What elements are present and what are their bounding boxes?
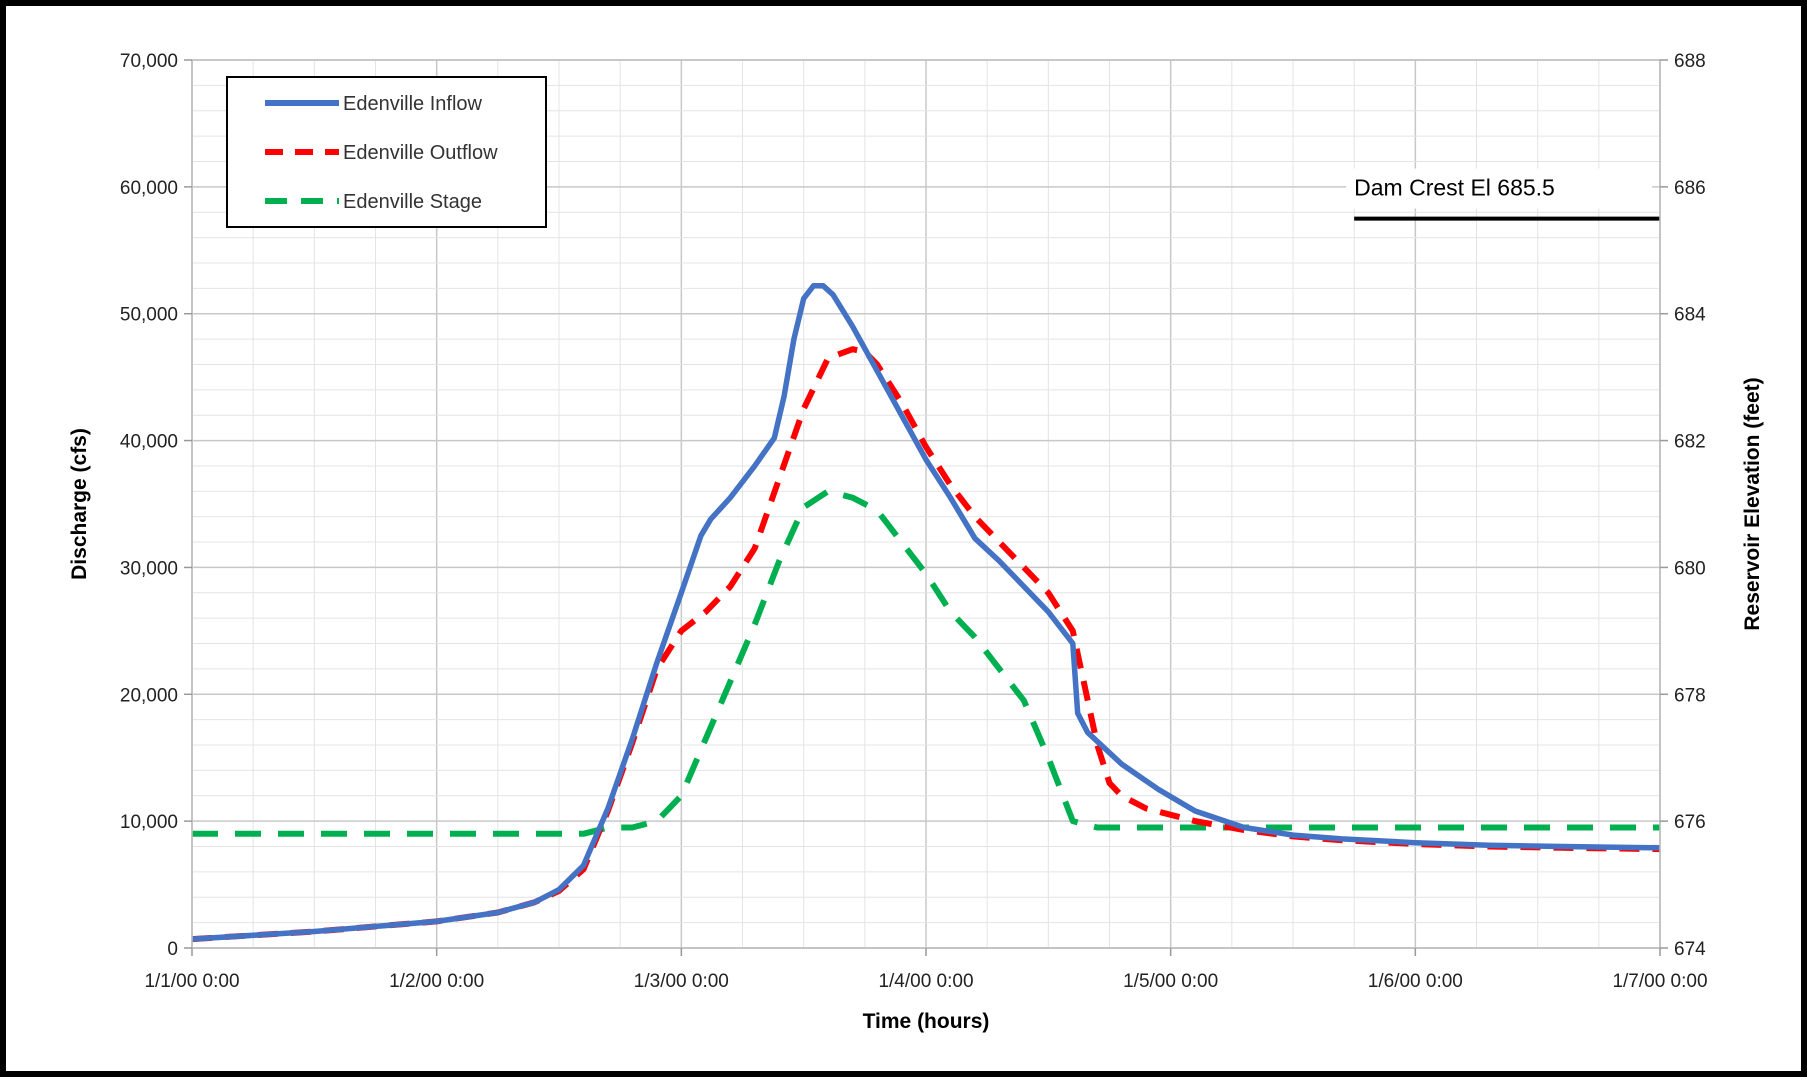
y2-tick-label: 682: [1674, 432, 1706, 453]
y-tick-label: 20,000: [120, 685, 178, 706]
y-tick-label: 0: [167, 939, 178, 960]
y2-tick-label: 684: [1674, 305, 1706, 326]
y-axis-right-title: Reservoir Elevation (feet): [1741, 377, 1764, 630]
x-tick-label: 1/6/00 0:00: [1368, 971, 1463, 992]
y-tick-label: 60,000: [120, 178, 178, 199]
y-tick-label: 10,000: [120, 812, 178, 833]
x-tick-label: 1/2/00 0:00: [389, 971, 484, 992]
x-axis-title: Time (hours): [863, 1010, 990, 1033]
legend: Edenville Inflow Edenville Outflow Edenvil…: [226, 76, 547, 228]
legend-label-edenville-stage: Edenville Stage: [343, 191, 482, 213]
y2-tick-label: 688: [1674, 51, 1706, 72]
series-line-edenville-stage: [192, 488, 1660, 837]
x-tick-label: 1/7/00 0:00: [1612, 971, 1707, 992]
chart-svg: Dam Crest El 685.5 0 10,000 20,000 30,000 40…: [68, 51, 1764, 1033]
x-tick-label: 1/3/00 0:00: [634, 971, 729, 992]
y-tick-label: 50,000: [120, 305, 178, 326]
y2-tick-label: 678: [1674, 685, 1706, 706]
y2-tick-label: 676: [1674, 812, 1706, 833]
series-line-edenville-inflow: [191, 283, 1661, 942]
y2-tick-label: 680: [1674, 558, 1706, 579]
x-axis: 1/1/00 0:00 1/2/00 0:00 1/3/00 0:00 1/4/00 …: [144, 947, 1708, 992]
y-axis-left: 0 10,000 20,000 30,000 40,000 50,000 60,000 70,…: [120, 51, 193, 960]
y-tick-label: 30,000: [120, 558, 178, 579]
y2-tick-label: 674: [1674, 939, 1706, 960]
x-tick-label: 1/1/00 0:00: [144, 971, 239, 992]
dam-crest-label: Dam Crest El 685.5: [1354, 175, 1555, 201]
y-tick-label: 70,000: [120, 51, 178, 72]
legend-label-edenville-inflow: Edenville Inflow: [343, 93, 483, 115]
annotation-layer: Dam Crest El 685.5: [1346, 168, 1660, 221]
x-tick-label: 1/5/00 0:00: [1123, 971, 1218, 992]
annotation-label-background: [1346, 168, 1652, 209]
series-layer: [191, 283, 1661, 943]
legend-label-edenville-outflow: Edenville Outflow: [343, 142, 498, 164]
y2-tick-label: 686: [1674, 178, 1706, 199]
x-tick-label: 1/4/00 0:00: [878, 971, 973, 992]
y-axis-right: 674 676 678 680 682 684 686 688: [1659, 51, 1706, 960]
y-tick-label: 40,000: [120, 432, 178, 453]
y-axis-left-title: Discharge (cfs): [68, 428, 91, 580]
